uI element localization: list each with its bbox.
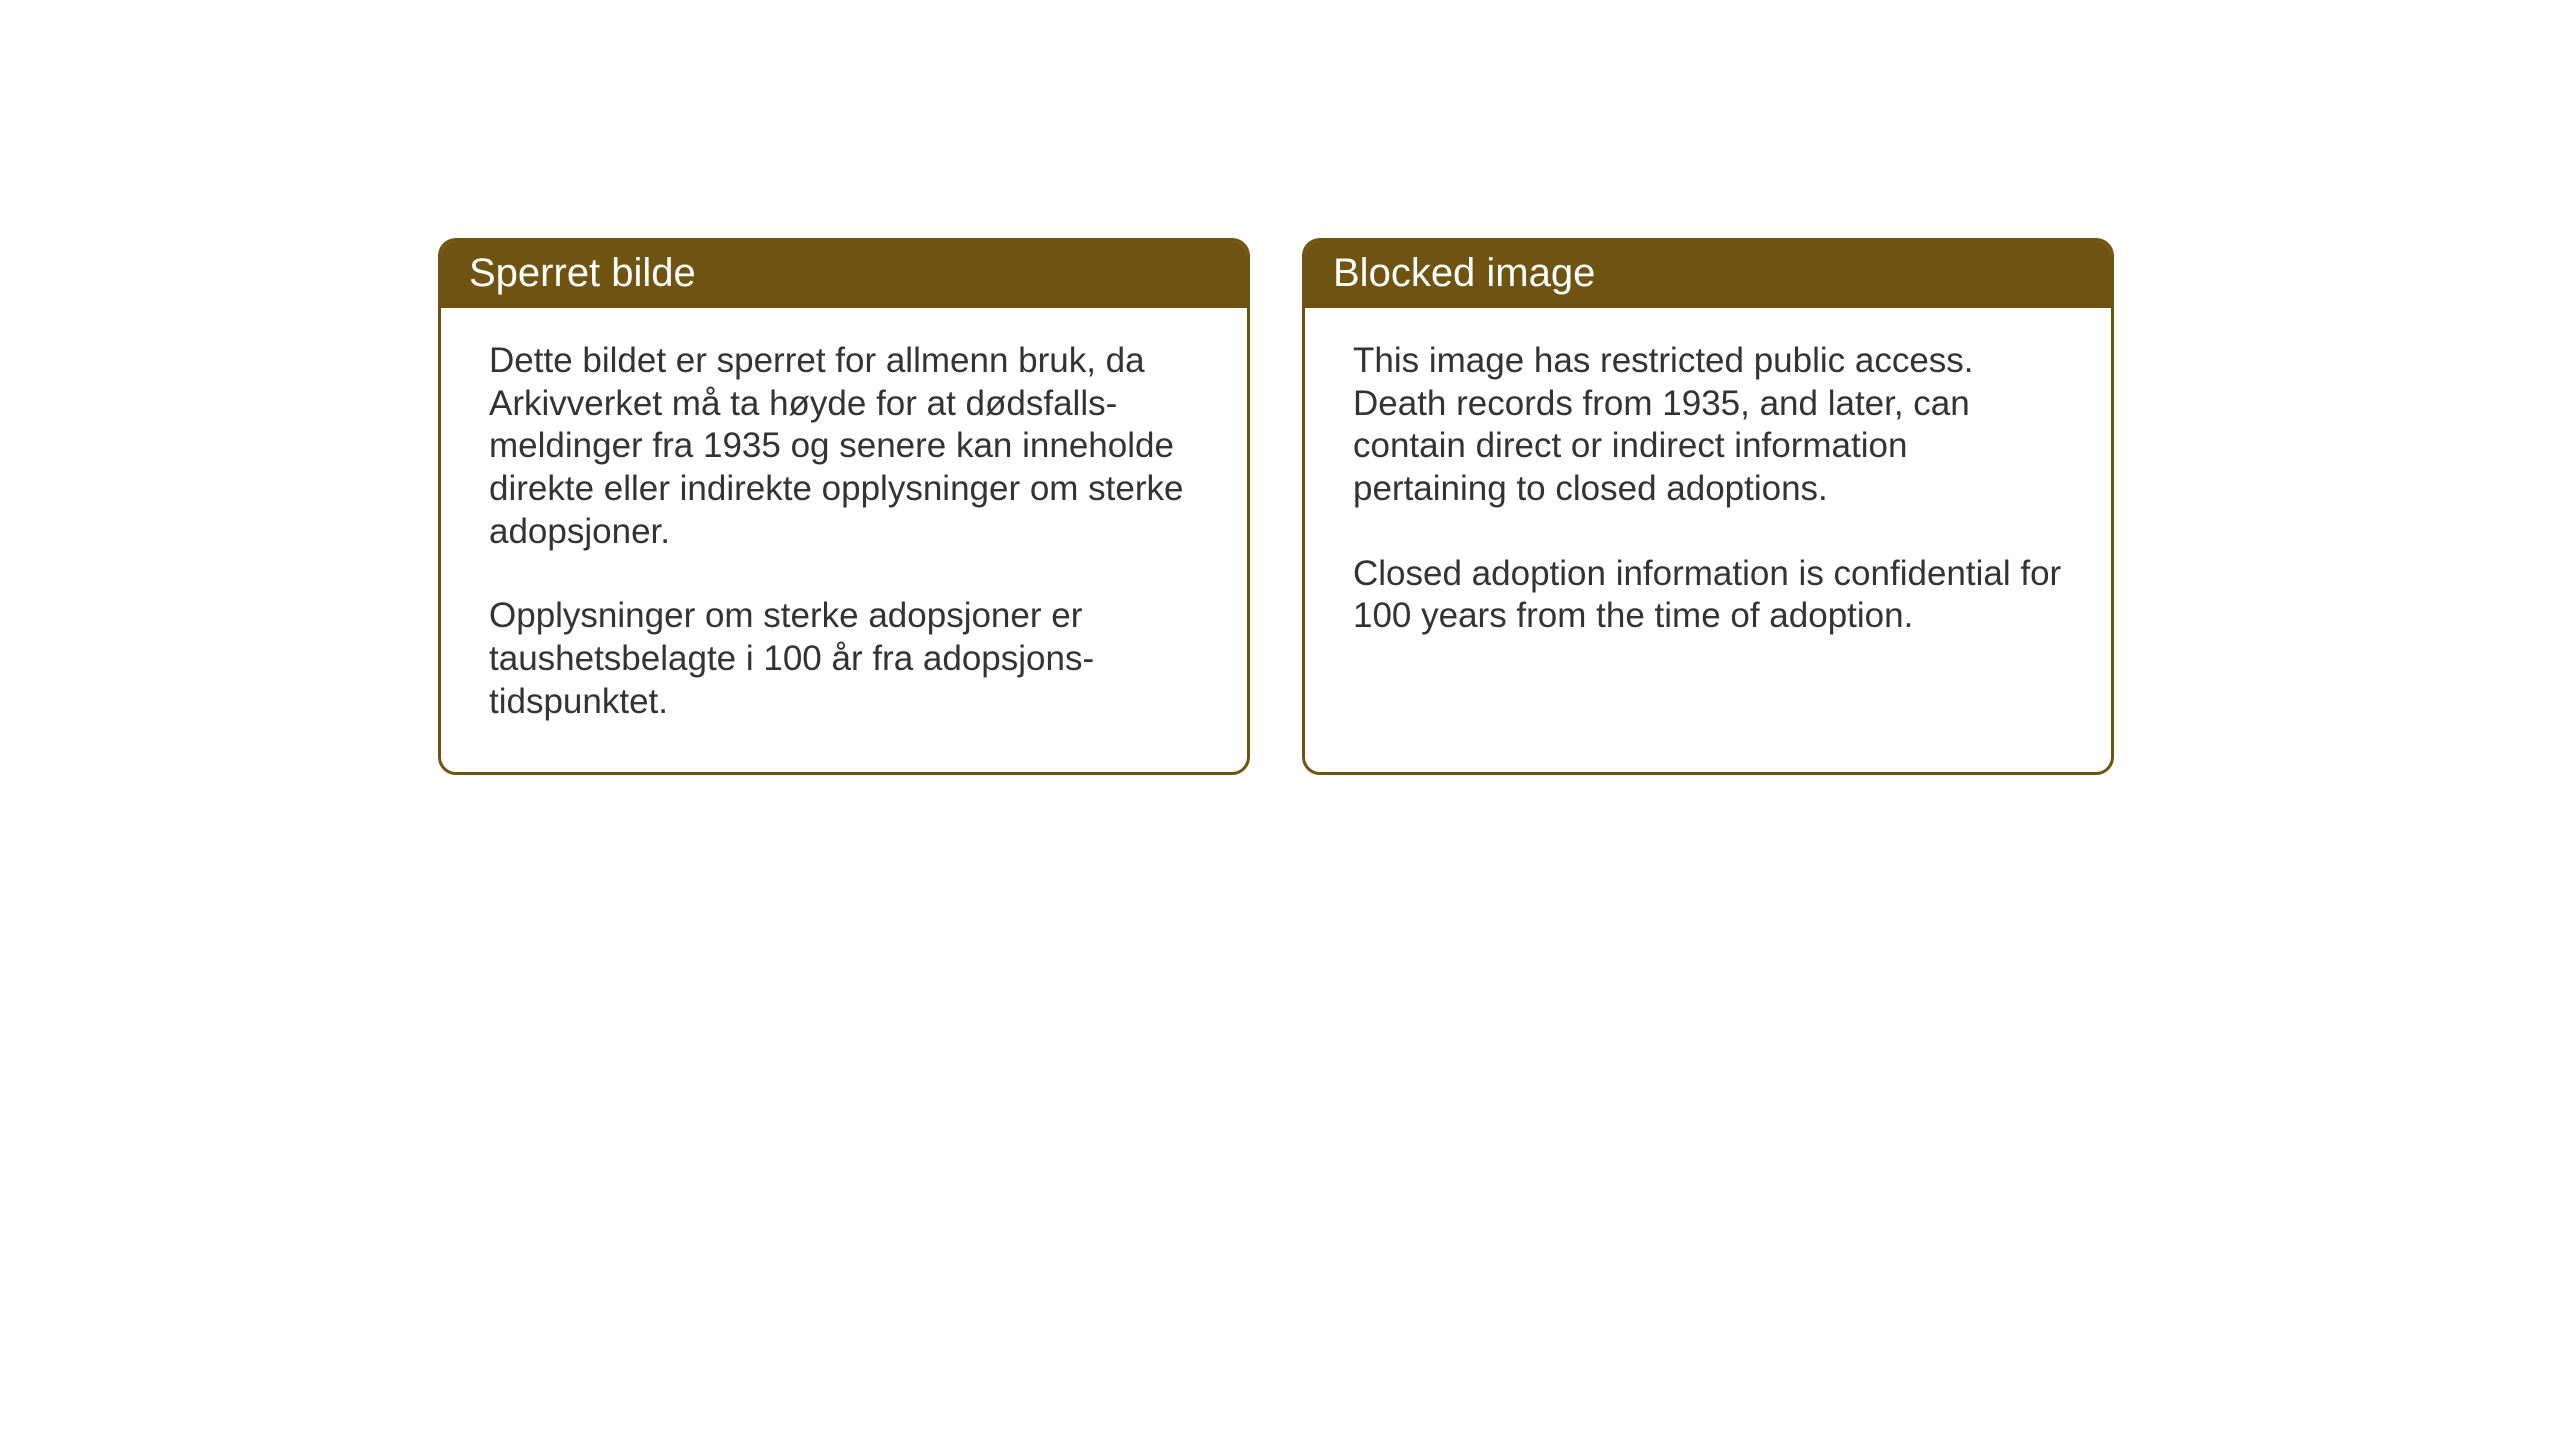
card-body-norwegian: Dette bildet er sperret for allmenn bruk…: [441, 308, 1247, 772]
card-paragraph-2-english: Closed adoption information is confident…: [1353, 553, 2063, 638]
card-body-english: This image has restricted public access.…: [1305, 308, 2111, 752]
notice-card-english: Blocked image This image has restricted …: [1302, 238, 2114, 775]
card-title-english: Blocked image: [1333, 251, 1595, 295]
card-title-norwegian: Sperret bilde: [469, 251, 696, 295]
notice-card-norwegian: Sperret bilde Dette bildet er sperret fo…: [438, 238, 1250, 775]
notice-container: Sperret bilde Dette bildet er sperret fo…: [438, 238, 2114, 775]
card-paragraph-1-english: This image has restricted public access.…: [1353, 340, 2063, 511]
card-header-english: Blocked image: [1305, 241, 2111, 308]
card-paragraph-2-norwegian: Opplysninger om sterke adopsjoner er tau…: [489, 595, 1199, 723]
card-header-norwegian: Sperret bilde: [441, 241, 1247, 308]
card-paragraph-1-norwegian: Dette bildet er sperret for allmenn bruk…: [489, 340, 1199, 553]
